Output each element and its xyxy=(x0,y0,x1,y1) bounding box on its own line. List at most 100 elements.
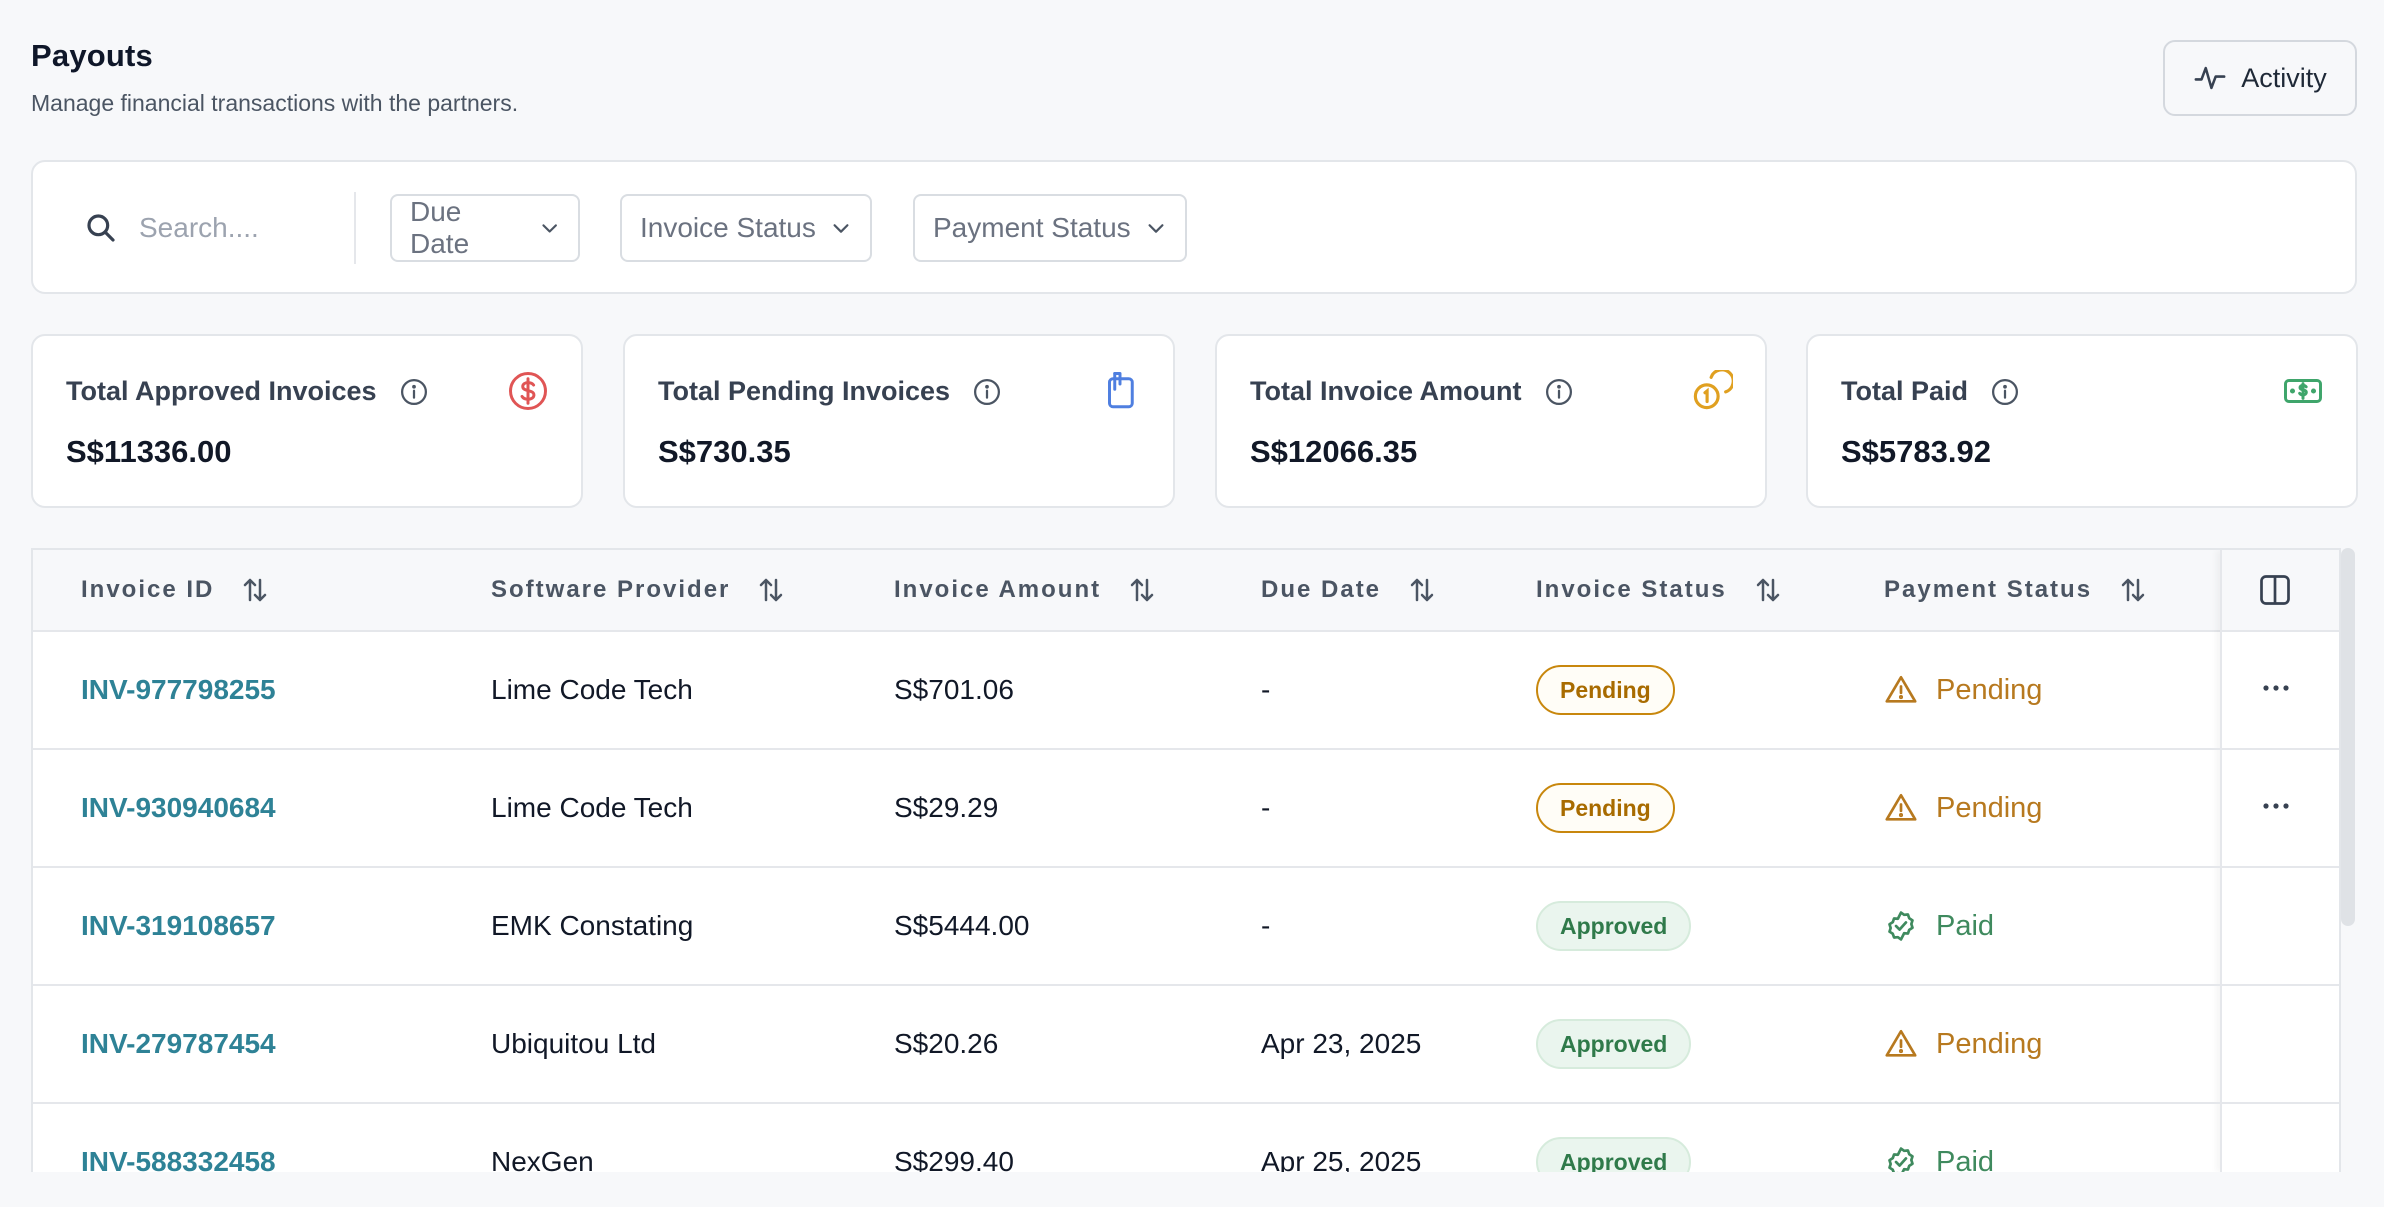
sort-icon[interactable] xyxy=(240,575,270,605)
due-date-cell: - xyxy=(1261,674,1271,705)
payment-status-cell: Pending xyxy=(1884,750,2042,866)
table-header: Invoice ID Software Provider Invoice Amo… xyxy=(33,550,2339,632)
column-label: Due Date xyxy=(1261,576,1382,603)
activity-label: Activity xyxy=(2241,62,2327,93)
payment-status-text: Pending xyxy=(1936,1027,2043,1060)
amount-cell: S$29.29 xyxy=(894,792,999,823)
sort-icon[interactable] xyxy=(1407,575,1437,605)
info-icon[interactable] xyxy=(972,377,1002,407)
clipboard-icon xyxy=(1108,372,1134,409)
sort-icon[interactable] xyxy=(1127,575,1157,605)
page-title: Payouts xyxy=(31,38,153,73)
payment-status-text: Pending xyxy=(1936,791,2043,824)
amount-cell: S$5444.00 xyxy=(894,910,1030,941)
payment-status-cell: Pending xyxy=(1884,632,2042,748)
invoice-id-link[interactable]: INV-279787454 xyxy=(81,1028,276,1059)
amount-cell: S$701.06 xyxy=(894,674,1014,705)
info-icon[interactable] xyxy=(1544,377,1574,407)
due-date-cell: Apr 23, 2025 xyxy=(1261,1028,1422,1059)
stat-card-total-paid: Total Paid S$5783.92 xyxy=(1806,334,2358,508)
table-row[interactable]: INV-319108657 EMK Constating S$5444.00 -… xyxy=(33,868,2339,986)
payment-status-text: Paid xyxy=(1936,1145,1995,1173)
stat-value: S$12066.35 xyxy=(1250,434,1418,469)
table-scrollbar[interactable] xyxy=(2341,548,2355,926)
due-date-cell: - xyxy=(1261,910,1271,941)
check-circle-icon xyxy=(1888,911,1914,941)
search-icon xyxy=(87,214,115,242)
invoice-id-link[interactable]: INV-977798255 xyxy=(81,674,276,705)
coins-icon xyxy=(1693,370,1733,410)
stat-label: Total Invoice Amount xyxy=(1250,376,1574,407)
row-actions-button[interactable] xyxy=(2251,786,2301,826)
table-row[interactable]: INV-977798255 Lime Code Tech S$701.06 - … xyxy=(33,632,2339,750)
stat-value: S$11336.00 xyxy=(66,434,232,469)
filter-divider xyxy=(354,192,356,264)
table-row[interactable]: INV-930940684 Lime Code Tech S$29.29 - P… xyxy=(33,750,2339,868)
invoice-status-cell: Approved xyxy=(1536,986,1692,1102)
row-actions-button[interactable] xyxy=(2251,668,2301,708)
stat-label: Total Approved Invoices xyxy=(66,376,429,407)
stat-value: S$5783.92 xyxy=(1841,434,1991,469)
sort-icon[interactable] xyxy=(2118,575,2148,605)
column-header-software-provider[interactable]: Software Provider xyxy=(491,550,786,630)
invoice-id-link[interactable]: INV-319108657 xyxy=(81,910,276,941)
column-label: Payment Status xyxy=(1884,576,2093,603)
column-header-invoice-id[interactable]: Invoice ID xyxy=(81,550,270,630)
status-badge: Pending xyxy=(1536,665,1675,715)
invoice-id-link[interactable]: INV-588332458 xyxy=(81,1146,276,1172)
due-date-filter-label: Due Date xyxy=(410,196,470,259)
stat-label: Total Paid xyxy=(1841,376,2020,407)
provider-cell: EMK Constating xyxy=(491,910,694,941)
stat-label-text: Total Pending Invoices xyxy=(658,376,951,406)
status-badge: Pending xyxy=(1536,783,1675,833)
sort-icon[interactable] xyxy=(1753,575,1783,605)
actions-column xyxy=(2220,550,2339,1172)
provider-cell: NexGen xyxy=(491,1146,594,1172)
invoices-table: Invoice ID Software Provider Invoice Amo… xyxy=(31,548,2341,1172)
column-label: Invoice ID xyxy=(81,576,215,603)
banknote-icon xyxy=(2284,379,2322,403)
due-date-filter[interactable]: Due Date xyxy=(390,194,580,262)
column-label: Invoice Status xyxy=(1536,576,1727,603)
invoice-id-link[interactable]: INV-930940684 xyxy=(81,792,276,823)
stat-card-pending: Total Pending Invoices S$730.35 xyxy=(623,334,1175,508)
sort-icon[interactable] xyxy=(756,575,786,605)
table-row[interactable]: INV-279787454 Ubiquitou Ltd S$20.26 Apr … xyxy=(33,986,2339,1104)
dollar-circle-icon xyxy=(509,372,547,410)
column-header-invoice-amount[interactable]: Invoice Amount xyxy=(894,550,1157,630)
column-label: Invoice Amount xyxy=(894,576,1102,603)
payment-status-text: Pending xyxy=(1936,673,2043,706)
invoice-status-filter[interactable]: Invoice Status xyxy=(620,194,872,262)
info-icon[interactable] xyxy=(399,377,429,407)
payment-status-cell: Pending xyxy=(1884,986,2042,1102)
column-header-due-date[interactable]: Due Date xyxy=(1261,550,1437,630)
table-row[interactable]: INV-588332458 NexGen S$299.40 Apr 25, 20… xyxy=(33,1104,2339,1173)
warning-icon xyxy=(1885,793,1917,821)
stat-card-approved: Total Approved Invoices S$11336.00 xyxy=(31,334,583,508)
invoice-status-cell: Pending xyxy=(1536,750,1675,866)
invoice-status-cell: Pending xyxy=(1536,632,1675,748)
columns-toggle-icon[interactable] xyxy=(2257,572,2293,608)
column-label: Software Provider xyxy=(491,576,731,603)
stat-value: S$730.35 xyxy=(658,434,791,469)
chevron-down-icon xyxy=(1148,224,1164,233)
search-input[interactable] xyxy=(139,204,339,252)
stat-label-text: Total Paid xyxy=(1841,376,1969,406)
info-icon[interactable] xyxy=(1990,377,2020,407)
payment-status-filter[interactable]: Payment Status xyxy=(913,194,1187,262)
invoice-status-filter-label: Invoice Status xyxy=(640,212,816,243)
payment-status-filter-label: Payment Status xyxy=(933,212,1131,243)
activity-button[interactable]: Activity xyxy=(2163,40,2357,116)
more-horizontal-icon xyxy=(2263,685,2289,691)
stat-label-text: Total Approved Invoices xyxy=(66,376,377,406)
provider-cell: Lime Code Tech xyxy=(491,792,693,823)
page-header: Payouts Manage financial transactions wi… xyxy=(31,38,518,117)
chevron-down-icon xyxy=(542,224,557,233)
stat-label: Total Pending Invoices xyxy=(658,376,1002,407)
amount-cell: S$299.40 xyxy=(894,1146,1014,1172)
invoice-status-cell: Approved xyxy=(1536,1104,1692,1172)
provider-cell: Ubiquitou Ltd xyxy=(491,1028,657,1059)
payment-status-cell: Paid xyxy=(1884,868,1994,984)
column-header-invoice-status[interactable]: Invoice Status xyxy=(1536,550,1783,630)
column-header-payment-status[interactable]: Payment Status xyxy=(1884,550,2148,630)
